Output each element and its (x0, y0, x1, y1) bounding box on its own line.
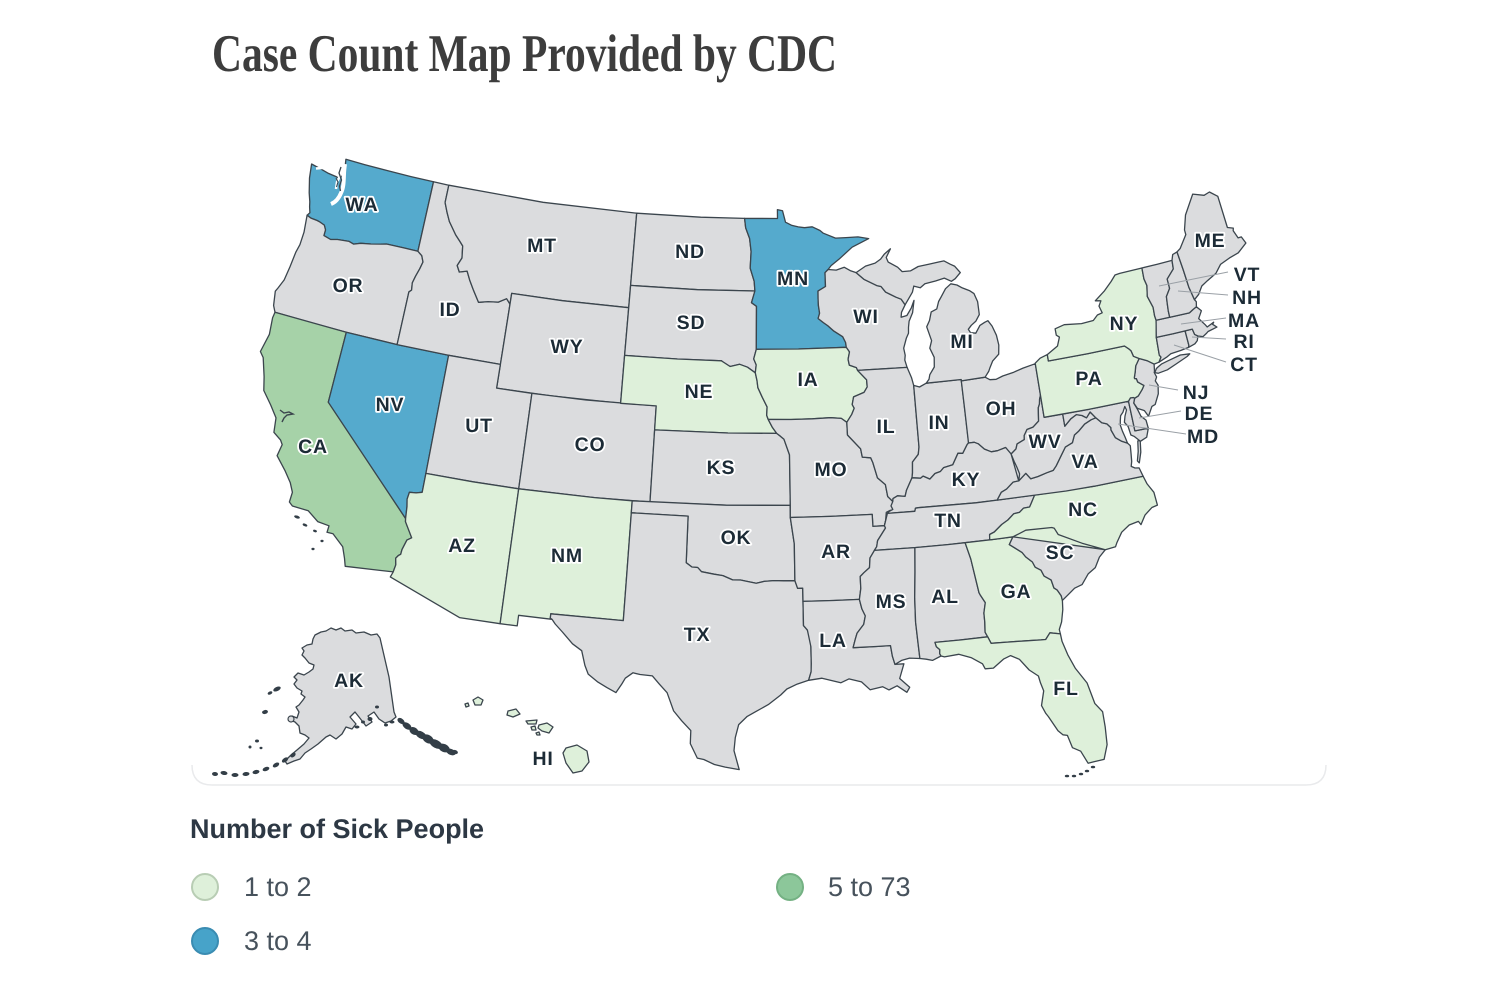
svg-text:TX: TX (684, 624, 711, 646)
svg-text:IA: IA (797, 369, 818, 391)
svg-text:OR: OR (333, 275, 364, 297)
svg-text:AZ: AZ (448, 535, 476, 557)
svg-text:FL: FL (1053, 678, 1078, 700)
svg-text:NV: NV (376, 394, 405, 416)
svg-text:NE: NE (685, 381, 714, 403)
svg-text:KY: KY (952, 469, 981, 491)
svg-text:VA: VA (1071, 451, 1098, 473)
svg-text:HI: HI (532, 748, 553, 770)
svg-text:MO: MO (814, 459, 847, 481)
svg-text:VT: VT (1234, 264, 1261, 286)
svg-text:CT: CT (1230, 354, 1258, 376)
svg-text:TN: TN (934, 510, 962, 532)
svg-text:Number of Sick People: Number of Sick People (190, 814, 484, 844)
svg-text:IL: IL (877, 416, 896, 438)
svg-text:NM: NM (551, 545, 583, 567)
svg-text:SC: SC (1046, 542, 1075, 564)
svg-text:PA: PA (1075, 368, 1102, 390)
svg-text:UT: UT (465, 415, 493, 437)
svg-text:MN: MN (777, 268, 809, 290)
svg-text:1 to 2: 1 to 2 (244, 872, 312, 902)
svg-text:MI: MI (950, 331, 973, 353)
svg-text:MS: MS (876, 591, 907, 613)
svg-text:LA: LA (819, 630, 847, 652)
svg-text:NJ: NJ (1183, 382, 1210, 404)
svg-text:CO: CO (575, 434, 606, 456)
svg-text:WY: WY (550, 336, 583, 358)
svg-text:SD: SD (677, 312, 706, 334)
svg-text:ID: ID (439, 299, 460, 321)
svg-text:RI: RI (1233, 331, 1254, 353)
svg-text:IN: IN (928, 412, 949, 434)
svg-text:CA: CA (298, 436, 328, 458)
svg-text:ND: ND (675, 241, 705, 263)
svg-text:OK: OK (721, 527, 752, 549)
svg-text:AR: AR (821, 541, 851, 563)
svg-text:MT: MT (527, 235, 557, 257)
svg-text:DE: DE (1185, 403, 1214, 425)
svg-text:KS: KS (707, 457, 736, 479)
svg-text:Case Count Map Provided by CDC: Case Count Map Provided by CDC (212, 25, 837, 83)
svg-text:OH: OH (986, 398, 1017, 420)
svg-text:AL: AL (931, 586, 959, 608)
svg-text:GA: GA (1001, 581, 1032, 603)
svg-text:5 to 73: 5 to 73 (828, 872, 911, 902)
svg-text:WV: WV (1028, 431, 1061, 453)
svg-text:AK: AK (334, 670, 364, 692)
svg-text:3 to 4: 3 to 4 (244, 926, 312, 956)
svg-text:NH: NH (1232, 287, 1262, 309)
svg-text:MA: MA (1228, 310, 1260, 332)
svg-text:MD: MD (1187, 426, 1219, 448)
svg-text:NY: NY (1110, 313, 1139, 335)
svg-text:ME: ME (1195, 230, 1226, 252)
svg-text:WA: WA (345, 194, 378, 216)
svg-text:WI: WI (853, 306, 878, 328)
svg-text:NC: NC (1068, 499, 1098, 521)
